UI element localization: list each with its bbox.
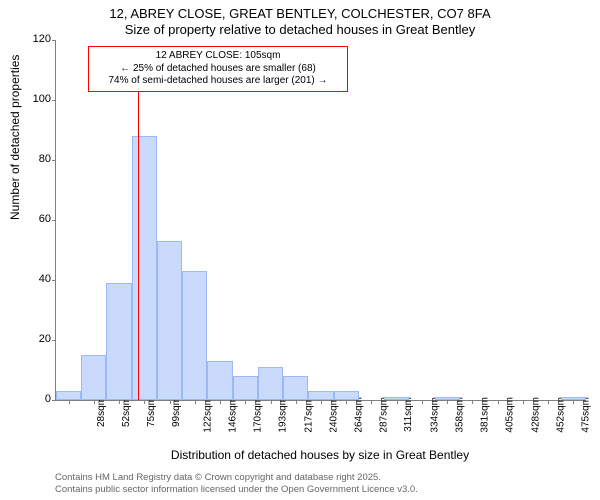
x-tick-mark [321, 400, 322, 404]
x-tick-mark [195, 400, 196, 404]
y-axis-label: Number of detached properties [8, 55, 22, 220]
y-tick-mark [52, 220, 56, 221]
x-tick-mark [296, 400, 297, 404]
x-tick-mark [523, 400, 524, 404]
histogram-bar [258, 367, 283, 400]
histogram-bar [233, 376, 258, 400]
histogram-bar [106, 283, 131, 400]
y-tick-mark [52, 100, 56, 101]
x-tick-label: 146sqm [227, 397, 238, 433]
x-tick-label: 28sqm [96, 397, 107, 427]
x-tick-label: 99sqm [171, 397, 182, 427]
histogram-bar [182, 271, 207, 400]
x-tick-label: 287sqm [379, 397, 390, 433]
x-tick-label: 240sqm [328, 397, 339, 433]
x-tick-label: 264sqm [354, 397, 365, 433]
y-tick-mark [52, 160, 56, 161]
histogram-bar [334, 391, 359, 400]
footer-text: Contains HM Land Registry data © Crown c… [55, 472, 418, 496]
x-tick-mark [397, 400, 398, 404]
annotation-line3: 74% of semi-detached houses are larger (… [95, 75, 341, 88]
y-tick-mark [52, 40, 56, 41]
histogram-bar [132, 136, 157, 400]
chart-container: 12, ABREY CLOSE, GREAT BENTLEY, COLCHEST… [0, 0, 600, 500]
footer-line1: Contains HM Land Registry data © Crown c… [55, 472, 418, 484]
x-tick-mark [447, 400, 448, 404]
x-tick-mark [548, 400, 549, 404]
annotation-line2: ← 25% of detached houses are smaller (68… [95, 63, 341, 76]
x-tick-mark [245, 400, 246, 404]
histogram-bar [308, 391, 333, 400]
chart-title-sub: Size of property relative to detached ho… [0, 22, 600, 37]
x-tick-label: 475sqm [581, 397, 592, 433]
x-tick-mark [371, 400, 372, 404]
x-tick-mark [498, 400, 499, 404]
chart-title-main: 12, ABREY CLOSE, GREAT BENTLEY, COLCHEST… [0, 6, 600, 21]
y-tick-mark [52, 280, 56, 281]
y-tick-label: 80 [21, 153, 51, 165]
y-tick-label: 60 [21, 213, 51, 225]
marker-line [138, 88, 139, 400]
x-tick-label: 452sqm [555, 397, 566, 433]
x-tick-mark [346, 400, 347, 404]
x-tick-label: 75sqm [146, 397, 157, 427]
x-tick-mark [119, 400, 120, 404]
y-tick-label: 120 [21, 33, 51, 45]
x-tick-label: 334sqm [429, 397, 440, 433]
x-tick-label: 381sqm [480, 397, 491, 433]
x-tick-mark [472, 400, 473, 404]
x-tick-label: 217sqm [303, 397, 314, 433]
x-tick-label: 311sqm [403, 397, 414, 432]
x-tick-mark [144, 400, 145, 404]
y-tick-mark [52, 400, 56, 401]
x-tick-mark [573, 400, 574, 404]
footer-line2: Contains public sector information licen… [55, 484, 418, 496]
histogram-bar [157, 241, 182, 400]
plot-area: 02040608010012028sqm52sqm75sqm99sqm122sq… [55, 40, 586, 401]
y-tick-label: 20 [21, 333, 51, 345]
x-tick-mark [170, 400, 171, 404]
x-tick-label: 52sqm [121, 397, 132, 427]
annotation-line1: 12 ABREY CLOSE: 105sqm [95, 50, 341, 63]
x-tick-label: 122sqm [202, 397, 213, 433]
histogram-bar [207, 361, 232, 400]
x-tick-label: 428sqm [530, 397, 541, 433]
x-tick-label: 358sqm [455, 397, 466, 433]
x-tick-mark [220, 400, 221, 404]
y-tick-mark [52, 340, 56, 341]
y-tick-label: 40 [21, 273, 51, 285]
x-tick-mark [271, 400, 272, 404]
y-tick-label: 0 [21, 393, 51, 405]
y-tick-label: 100 [21, 93, 51, 105]
histogram-bar [56, 391, 81, 400]
histogram-bar [81, 355, 106, 400]
x-tick-label: 170sqm [253, 397, 264, 433]
x-tick-label: 193sqm [278, 397, 289, 433]
x-axis-label: Distribution of detached houses by size … [55, 448, 585, 462]
x-tick-mark [94, 400, 95, 404]
x-tick-label: 405sqm [505, 397, 516, 433]
x-tick-mark [69, 400, 70, 404]
marker-annotation: 12 ABREY CLOSE: 105sqm ← 25% of detached… [88, 46, 348, 92]
x-tick-mark [422, 400, 423, 404]
histogram-bar [283, 376, 308, 400]
